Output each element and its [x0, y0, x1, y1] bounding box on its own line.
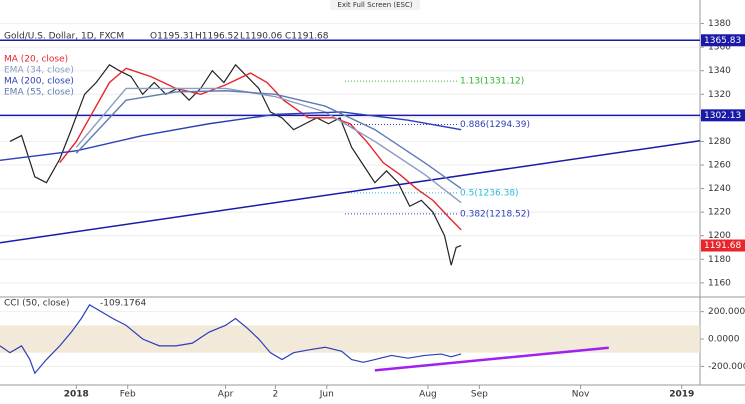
- x-tick-label: 2019: [669, 390, 694, 400]
- series-line: [0, 111, 462, 161]
- x-tick-label: Jun: [319, 390, 334, 400]
- cci-title: CCI (50, close): [4, 299, 69, 309]
- level-tag: [701, 34, 745, 47]
- trendline: [374, 346, 609, 372]
- fib-label: 0.382(1218.52): [460, 209, 530, 219]
- x-tick-label: 2: [272, 390, 278, 400]
- fib-label: 0.886(1294.39): [460, 120, 530, 130]
- y-tick-label: 1200: [708, 231, 731, 241]
- ohlc-value: L1190.06: [240, 32, 283, 42]
- x-tick-label: Nov: [572, 390, 590, 400]
- x-tick-label: Aug: [419, 390, 437, 400]
- y-tick-label: 1360: [708, 43, 731, 53]
- series-line: [0, 303, 462, 375]
- exit-fullscreen-label[interactable]: Exit Full Screen (ESC): [337, 1, 412, 9]
- x-tick-label: Sep: [471, 390, 488, 400]
- exit-fullscreen[interactable]: [330, 0, 420, 10]
- level-label: 1365.83: [704, 36, 741, 46]
- y-tick-label: 0.0000: [708, 335, 740, 345]
- x-tick-label: Feb: [120, 390, 136, 400]
- series-line: [9, 63, 462, 266]
- series-line: [59, 67, 462, 231]
- y-tick-label: 1380: [708, 19, 731, 29]
- fib-label: 0.5(1236.38): [460, 188, 519, 198]
- y-tick-label: 1220: [708, 208, 731, 218]
- y-tick-label: 1320: [708, 90, 731, 100]
- x-tick-label: Apr: [218, 390, 234, 400]
- trendline: [0, 139, 701, 244]
- legend-entry: MA (200, close): [4, 77, 74, 87]
- y-tick-label: 1160: [708, 278, 731, 288]
- x-tick-label: 2018: [64, 390, 89, 400]
- level-label: 1302.13: [704, 111, 741, 121]
- y-tick-label: 1280: [708, 137, 731, 147]
- last-price-tag: [701, 239, 745, 252]
- ohlc-value: C1191.68: [285, 32, 329, 42]
- level-tag: [701, 109, 745, 122]
- series-line: [75, 87, 462, 204]
- chart-title: Gold/U.S. Dollar, 1D, FXCM: [4, 32, 124, 42]
- y-tick-label: 1340: [708, 66, 731, 76]
- legend-entry: EMA (55, close): [4, 88, 74, 98]
- cci-value: -109.1764: [100, 299, 146, 309]
- ohlc-value: H1196.52: [195, 32, 239, 42]
- fib-label: 1.13(1331.12): [460, 77, 524, 87]
- y-tick-label: 1260: [708, 161, 731, 171]
- ohlc-value: O1195.31: [150, 32, 194, 42]
- legend-entry: MA (20, close): [4, 55, 68, 65]
- series-line: [75, 90, 462, 190]
- y-tick-label: 200.0000: [708, 307, 745, 317]
- legend-entry: EMA (34, close): [4, 66, 74, 76]
- y-tick-label: 1180: [708, 255, 731, 265]
- last-price-label: 1191.68: [704, 241, 741, 251]
- y-tick-label: -200.0000: [708, 362, 745, 372]
- y-tick-label: 1240: [708, 184, 731, 194]
